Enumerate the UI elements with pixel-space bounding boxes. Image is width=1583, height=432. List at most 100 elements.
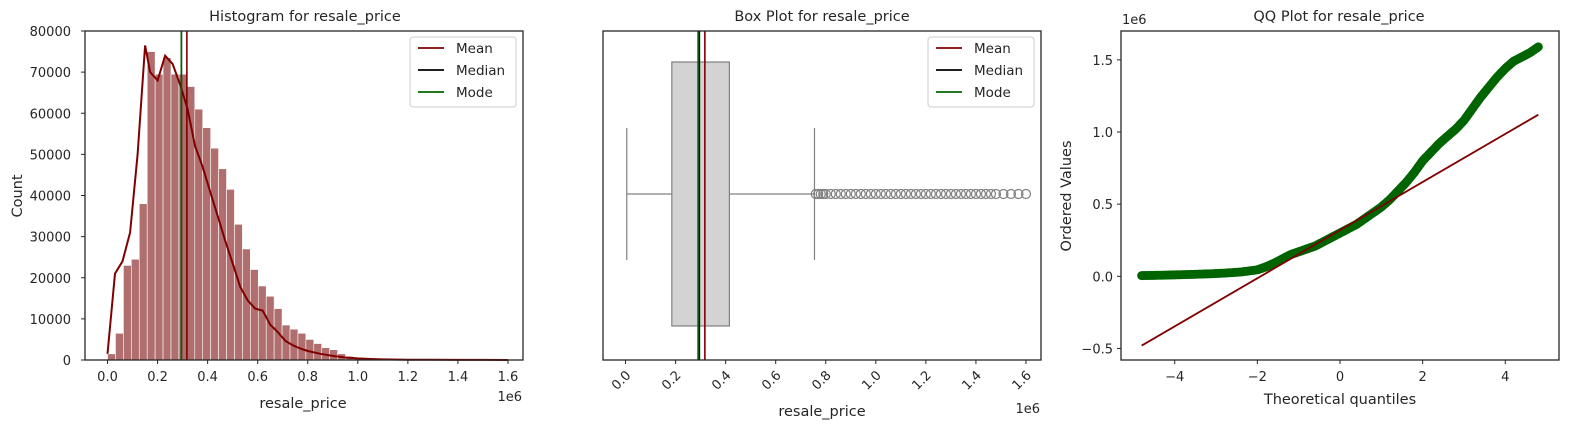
boxplot-outlier [845, 188, 856, 200]
qqplot-y-ticks: −0.5 0.0 0.5 1.0 1.5 [1081, 54, 1121, 357]
qqplot-y-tick-label: 1.5 [1092, 54, 1113, 69]
boxplot-outlier [900, 188, 911, 200]
histogram-legend-label: Mean [456, 41, 493, 57]
histogram-y-ticks: 0 10000 20000 30000 40000 50000 60000 70000 8000… [30, 25, 85, 369]
boxplot-outlier [945, 188, 956, 200]
histogram-bar [138, 203, 148, 361]
boxplot-x-tick-label: 1.6 [1010, 368, 1035, 393]
qqplot-panel: QQ Plot for resale_price Theoretical qua… [1059, 9, 1560, 408]
histogram-kde-line [106, 45, 509, 361]
histogram-bars [107, 51, 505, 361]
boxplot-x-tick-label: 1.0 [859, 368, 884, 393]
boxplot-x-tick-label: 1.2 [909, 368, 934, 393]
qqplot-fit-line [1141, 113, 1539, 347]
boxplot-outlier [890, 188, 901, 200]
histogram-bar [170, 73, 180, 361]
histogram-legend-label: Median [456, 63, 505, 79]
histogram-y-tick-label: 50000 [30, 148, 71, 163]
histogram-x-tick-label: 0.8 [297, 370, 318, 385]
histogram-x-tick-label: 0.6 [247, 370, 268, 385]
boxplot-panel: Box Plot for resale_price resale_price 1… [602, 9, 1042, 420]
boxplot-outlier [915, 188, 926, 200]
boxplot-outlier [960, 188, 972, 200]
histogram-bar [210, 147, 219, 361]
boxplot-outlier [1013, 188, 1024, 200]
boxplot-outlier [880, 188, 891, 200]
boxplot-outlier [820, 188, 831, 200]
histogram-x-tick-label: 1.4 [448, 370, 469, 385]
histogram-x-tick-label: 0.2 [147, 370, 168, 385]
histogram-bar [234, 223, 243, 361]
histogram-bar [202, 127, 211, 361]
qqplot-x-tick-label: 0 [1336, 370, 1344, 385]
boxplot-outlier [925, 188, 936, 200]
qqplot-y-tick-label: 0.5 [1092, 198, 1113, 213]
histogram-y-tick-label: 70000 [30, 66, 71, 81]
boxplot-x-tick-label: 0.2 [659, 368, 684, 393]
histogram-stat-lines [180, 31, 188, 360]
boxplot-x-ticks: 0.0 0.2 0.4 0.6 0.8 1.0 1.2 1.4 1.6 [609, 360, 1035, 393]
qqplot-x-tick-label: −4 [1165, 370, 1184, 385]
boxplot-outlier [835, 188, 846, 200]
histogram-x-tick-label: 0.0 [97, 370, 118, 385]
histogram-y-tick-label: 30000 [30, 231, 71, 246]
qqplot-y-offset: 1e6 [1122, 13, 1147, 28]
qqplot-ylabel: Ordered Values [1059, 141, 1075, 252]
histogram-x-offset: 1e6 [497, 390, 522, 405]
boxplot-outlier [860, 188, 871, 200]
histogram-x-tick-label: 1.0 [347, 370, 368, 385]
boxplot-outlier [813, 188, 824, 200]
histogram-x-ticks: 0.0 0.2 0.4 0.6 0.8 1.0 1.2 1.4 1.6 [97, 360, 518, 385]
boxplot-legend-label: Mode [974, 85, 1011, 101]
boxplot-x-offset: 1e6 [1015, 402, 1040, 417]
boxplot-outliers [810, 188, 1032, 200]
boxplot-outlier [895, 188, 906, 200]
boxplot-x-tick-label: 1.4 [960, 368, 985, 393]
boxplot-outlier [930, 188, 941, 200]
histogram-y-tick-label: 80000 [30, 25, 71, 40]
boxplot-outlier [885, 188, 896, 200]
histogram-bar [131, 258, 140, 361]
boxplot-outlier [920, 188, 931, 200]
boxplot-outlier [955, 188, 967, 200]
boxplot-outlier [940, 188, 951, 200]
histogram-x-tick-label: 0.4 [197, 370, 218, 385]
boxplot-outlier [985, 188, 997, 200]
qqplot-y-tick-label: −0.5 [1081, 342, 1113, 357]
boxplot-x-tick-label: 0.8 [809, 368, 834, 393]
boxplot-outlier [865, 188, 876, 200]
histogram-frame [84, 30, 524, 361]
qqplot-reference-line [1141, 113, 1539, 347]
boxplot-legend-box [927, 36, 1035, 108]
boxplot-outlier [855, 188, 866, 200]
boxplot-outlier [810, 188, 821, 200]
boxplot-outlier [970, 188, 982, 200]
histogram-bar [162, 57, 172, 361]
boxplot-x-tick-label: 0.0 [609, 368, 634, 393]
boxplot-outlier [870, 188, 881, 200]
boxplot-outlier [998, 188, 1009, 200]
boxplot-outlier [950, 188, 962, 200]
boxplot-outlier [990, 188, 1002, 200]
qqplot-y-tick-label: 0.0 [1092, 270, 1113, 285]
histogram-panel: Histogram for resale_price resale_price … [10, 9, 524, 412]
histogram-bar [257, 285, 267, 361]
qqplot-y-tick-label: 1.0 [1092, 126, 1113, 141]
histogram-x-tick-label: 1.6 [498, 370, 519, 385]
histogram-legend: Mean Median Mode [409, 36, 517, 108]
boxplot-iqr-box [671, 61, 730, 327]
qqplot-frame [1120, 30, 1560, 361]
histogram-y-tick-label: 40000 [30, 190, 71, 205]
histogram-x-tick-label: 1.2 [398, 370, 419, 385]
histogram-ylabel: Count [10, 174, 26, 217]
boxplot-outlier [1005, 188, 1017, 200]
boxplot-x-tick-label: 0.4 [709, 368, 734, 393]
boxplot-outlier [830, 188, 841, 200]
boxplot-legend-label: Median [974, 63, 1023, 79]
histogram-bar [178, 73, 188, 361]
boxplot-outlier [910, 188, 921, 200]
histogram-xlabel: resale_price [259, 396, 346, 412]
boxplot-outlier [935, 188, 946, 200]
qqplot-x-ticks: −4 −2 0 2 4 [1165, 360, 1509, 385]
